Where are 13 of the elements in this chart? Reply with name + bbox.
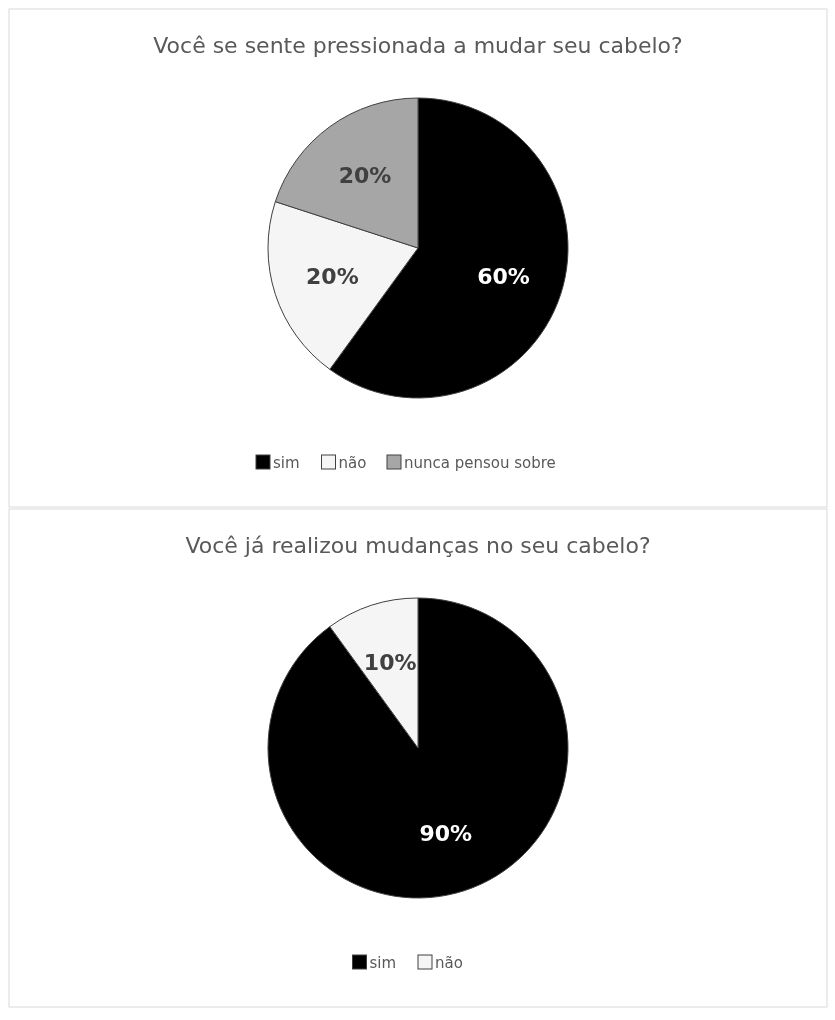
data-label: 60% <box>477 263 530 289</box>
data-label: 20% <box>338 162 392 188</box>
pie-slice <box>267 597 569 899</box>
legend-label: nunca pensou sobre <box>404 454 556 473</box>
legend-label: sim <box>369 954 397 973</box>
chart-title: Você se sente pressionada a mudar seu cabelo? <box>153 33 683 58</box>
data-label: 90% <box>419 821 473 847</box>
data-label: 10% <box>363 650 417 676</box>
legend-label: sim <box>273 454 300 473</box>
chart-title: Você já realizou mudanças no seu cabelo? <box>185 533 651 558</box>
legend-label: não <box>338 454 367 473</box>
data-label: 20% <box>306 263 359 289</box>
legend-label: não <box>435 954 463 973</box>
